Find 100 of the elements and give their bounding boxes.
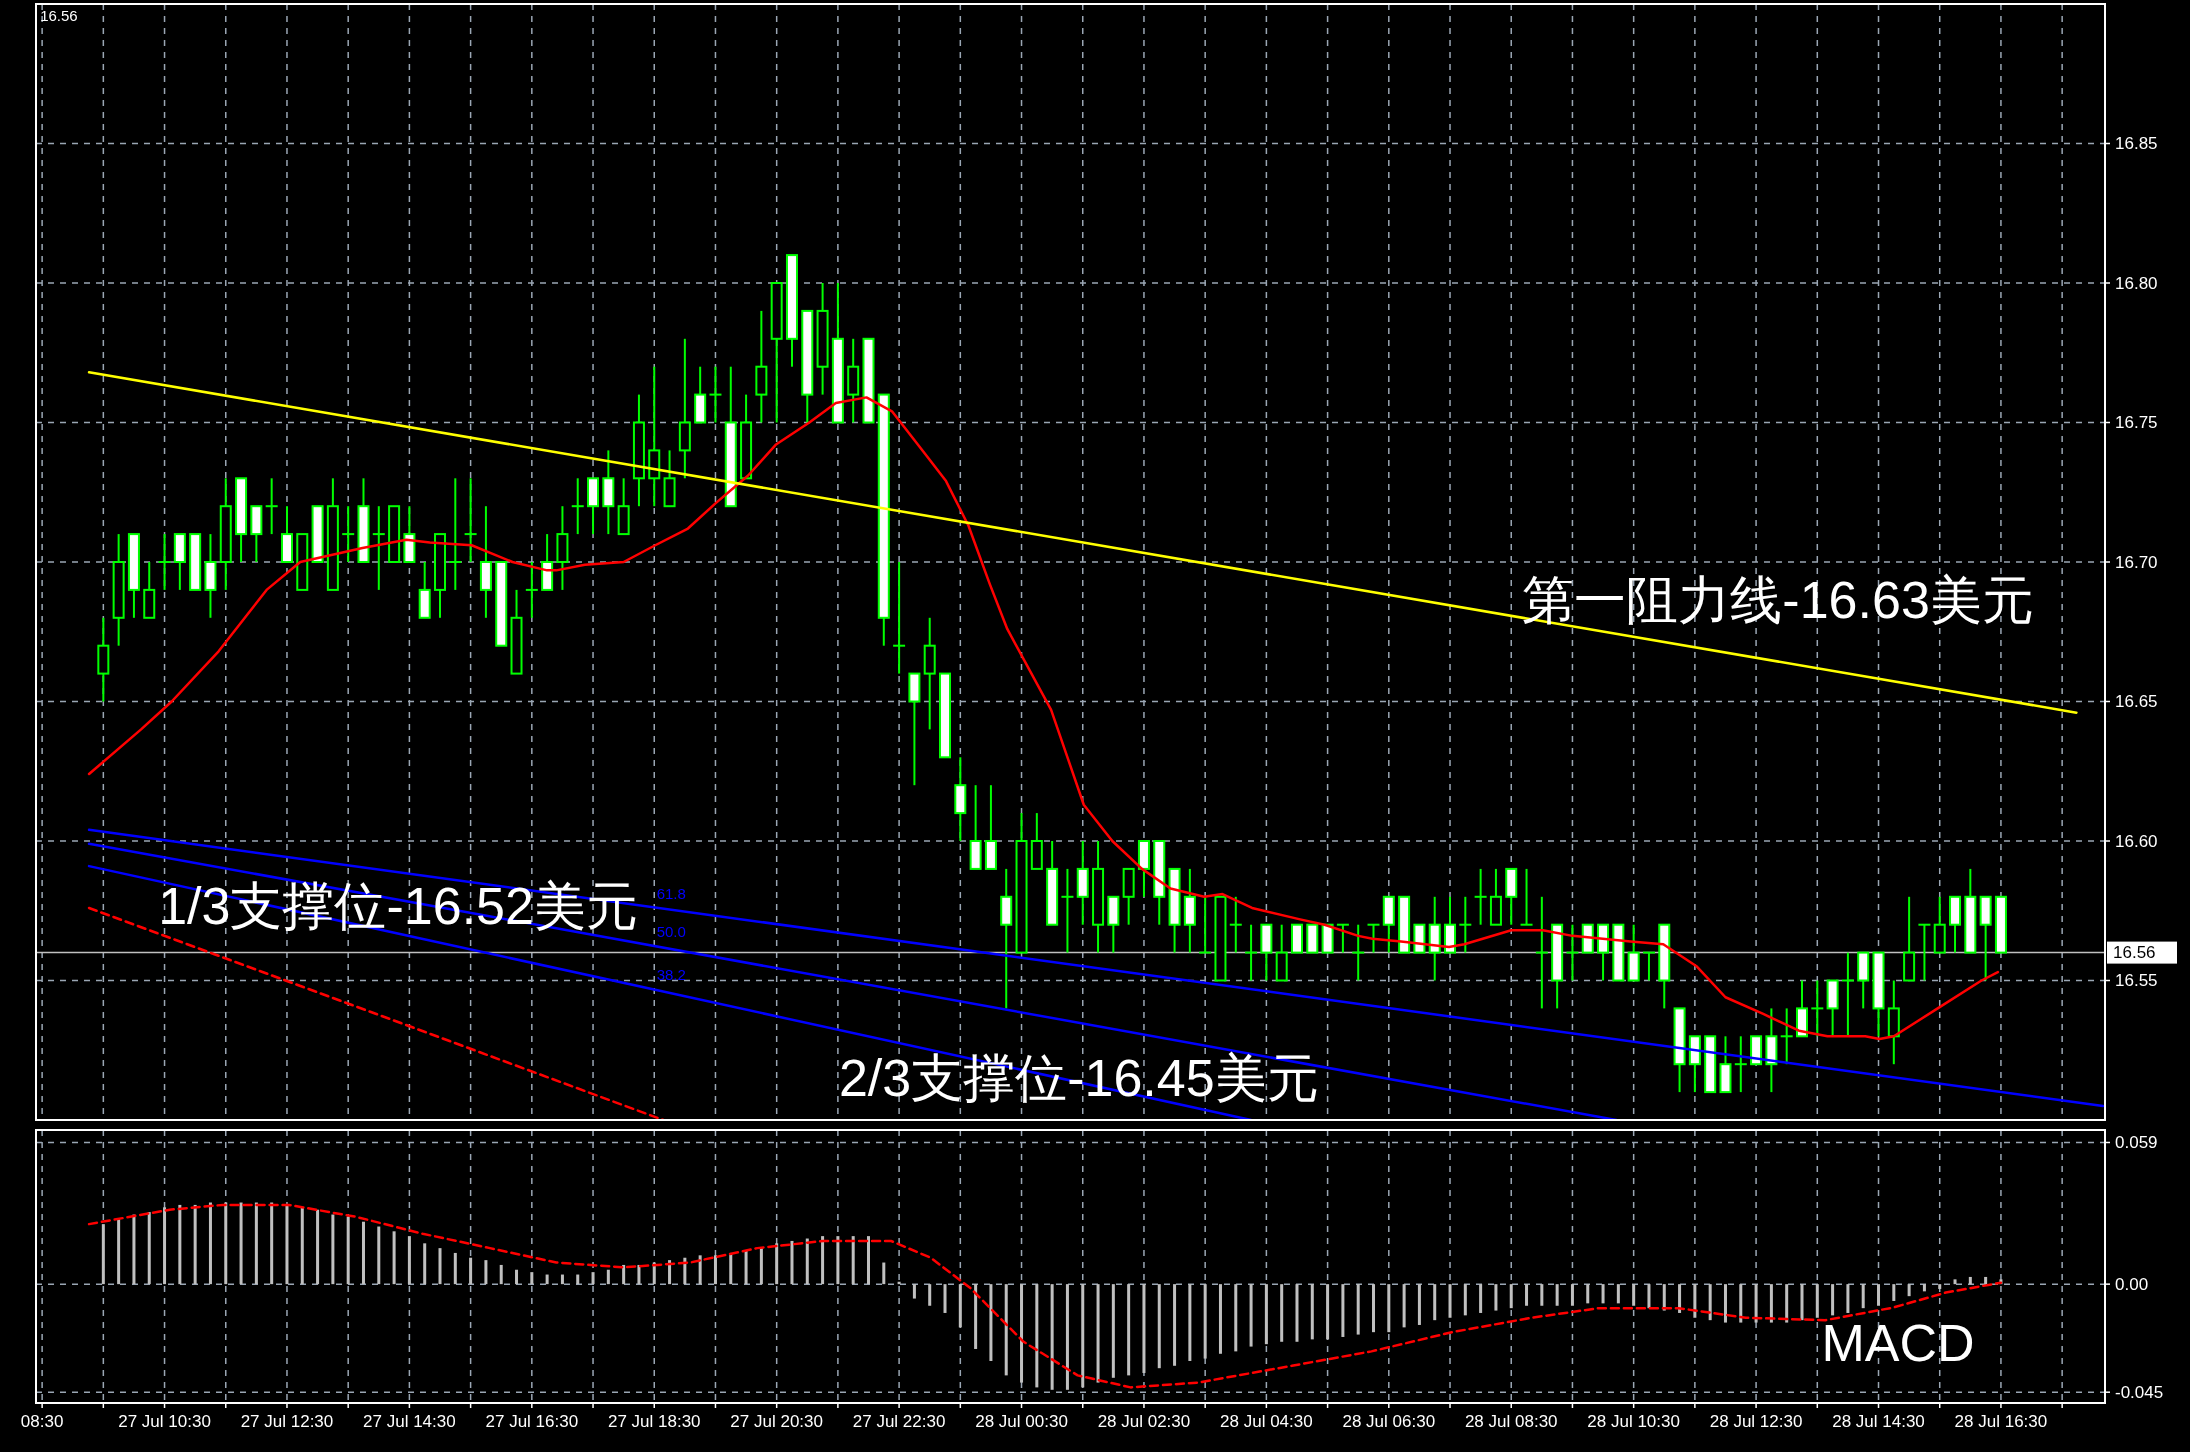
bar [1127,1284,1131,1376]
bar [698,1255,702,1285]
bar [1065,1284,1069,1390]
candlestick [570,477,585,536]
bar [1249,1284,1253,1347]
bar [1234,1284,1238,1352]
candlestick [1641,951,1656,982]
bar [1555,1284,1559,1306]
annotation: 第一阻力线-16.63美元 [1522,570,2034,629]
bar [178,1204,182,1285]
bar [132,1214,136,1285]
y-tick-label: 16.60 [2115,831,2158,851]
bar [1723,1284,1727,1323]
x-tick-label: 27 Jul 10:30 [118,1412,211,1431]
candlestick [1565,923,1580,982]
candlestick [371,505,386,591]
annotation: 38.2 [656,966,686,984]
bar [576,1274,580,1285]
bar [316,1209,320,1285]
candlestick [448,477,463,591]
annotation: MACD [1821,1313,1975,1372]
bar [1968,1276,1972,1285]
x-tick-label: 28 Jul 06:30 [1342,1412,1436,1431]
x-tick-label: 08:30 [20,1412,64,1431]
bar [545,1274,549,1285]
bar [1402,1284,1406,1328]
bar [1050,1284,1054,1390]
bar [193,1204,197,1285]
bar [239,1202,243,1285]
bar [1326,1284,1330,1340]
bar [1877,1284,1881,1306]
x-tick-label: 27 Jul 22:30 [852,1412,946,1431]
bar [1463,1284,1467,1316]
bar [882,1262,886,1285]
bar [591,1272,595,1285]
bar [1020,1284,1024,1383]
x-tick-label: 28 Jul 16:30 [1954,1412,2048,1431]
bar [1831,1284,1835,1316]
bar [346,1216,350,1285]
x-tick-label: 27 Jul 16:30 [485,1412,579,1431]
bar [668,1260,672,1285]
x-tick-label: 27 Jul 12:30 [240,1412,334,1431]
ref-line-label: 16.56 [2113,943,2156,963]
bar [1372,1284,1375,1333]
candlestick [1840,951,1855,1038]
bar [147,1212,151,1285]
candlestick [264,477,279,536]
bar [1494,1284,1498,1311]
bar [163,1207,167,1285]
bar [1861,1284,1865,1309]
candlestick [524,561,539,619]
bar [958,1284,962,1328]
bar [1815,1284,1819,1318]
bar [1173,1284,1177,1366]
bar [912,1284,916,1299]
y-tick-label: 16.85 [2115,134,2158,153]
bar [1310,1284,1314,1340]
candlestick [892,561,907,675]
bar [101,1224,105,1285]
candlestick [341,505,356,563]
candlestick [1458,895,1473,954]
x-tick-label: 28 Jul 14:30 [1832,1412,1925,1431]
bar [1525,1284,1529,1306]
bar [560,1274,564,1285]
bar [836,1236,840,1285]
bar [790,1240,794,1285]
bar [1769,1284,1773,1323]
candlestick [708,365,723,424]
bar [499,1264,503,1285]
bar [438,1248,442,1285]
bar [1586,1284,1590,1304]
annotation: 50.0 [656,922,686,940]
candlestick [463,477,478,563]
bar [851,1236,855,1285]
y-tick-label: 16.70 [2115,552,2158,572]
candlestick [1733,1035,1748,1094]
bar [1647,1284,1651,1309]
bar [1984,1276,1988,1285]
bar [1632,1284,1636,1306]
bar [1570,1284,1574,1306]
x-tick-label: 28 Jul 02:30 [1097,1412,1191,1431]
bar [606,1269,610,1285]
candlestick [1228,895,1243,954]
bar [377,1226,381,1285]
y-tick-label: 16.75 [2115,413,2158,432]
bar [1678,1284,1682,1313]
bar [1601,1284,1605,1304]
bar [270,1202,274,1285]
bar [254,1202,258,1285]
bar [775,1243,779,1285]
bar [974,1284,978,1349]
bar [1448,1284,1452,1318]
candlestick [1198,895,1213,954]
x-tick-label: 27 Jul 14:30 [363,1412,456,1431]
bar [1188,1284,1192,1361]
bar [1693,1284,1697,1318]
x-tick-label: 28 Jul 00:30 [975,1412,1068,1431]
bar [867,1236,870,1285]
bar [1785,1284,1789,1323]
candlestick [1519,867,1534,926]
